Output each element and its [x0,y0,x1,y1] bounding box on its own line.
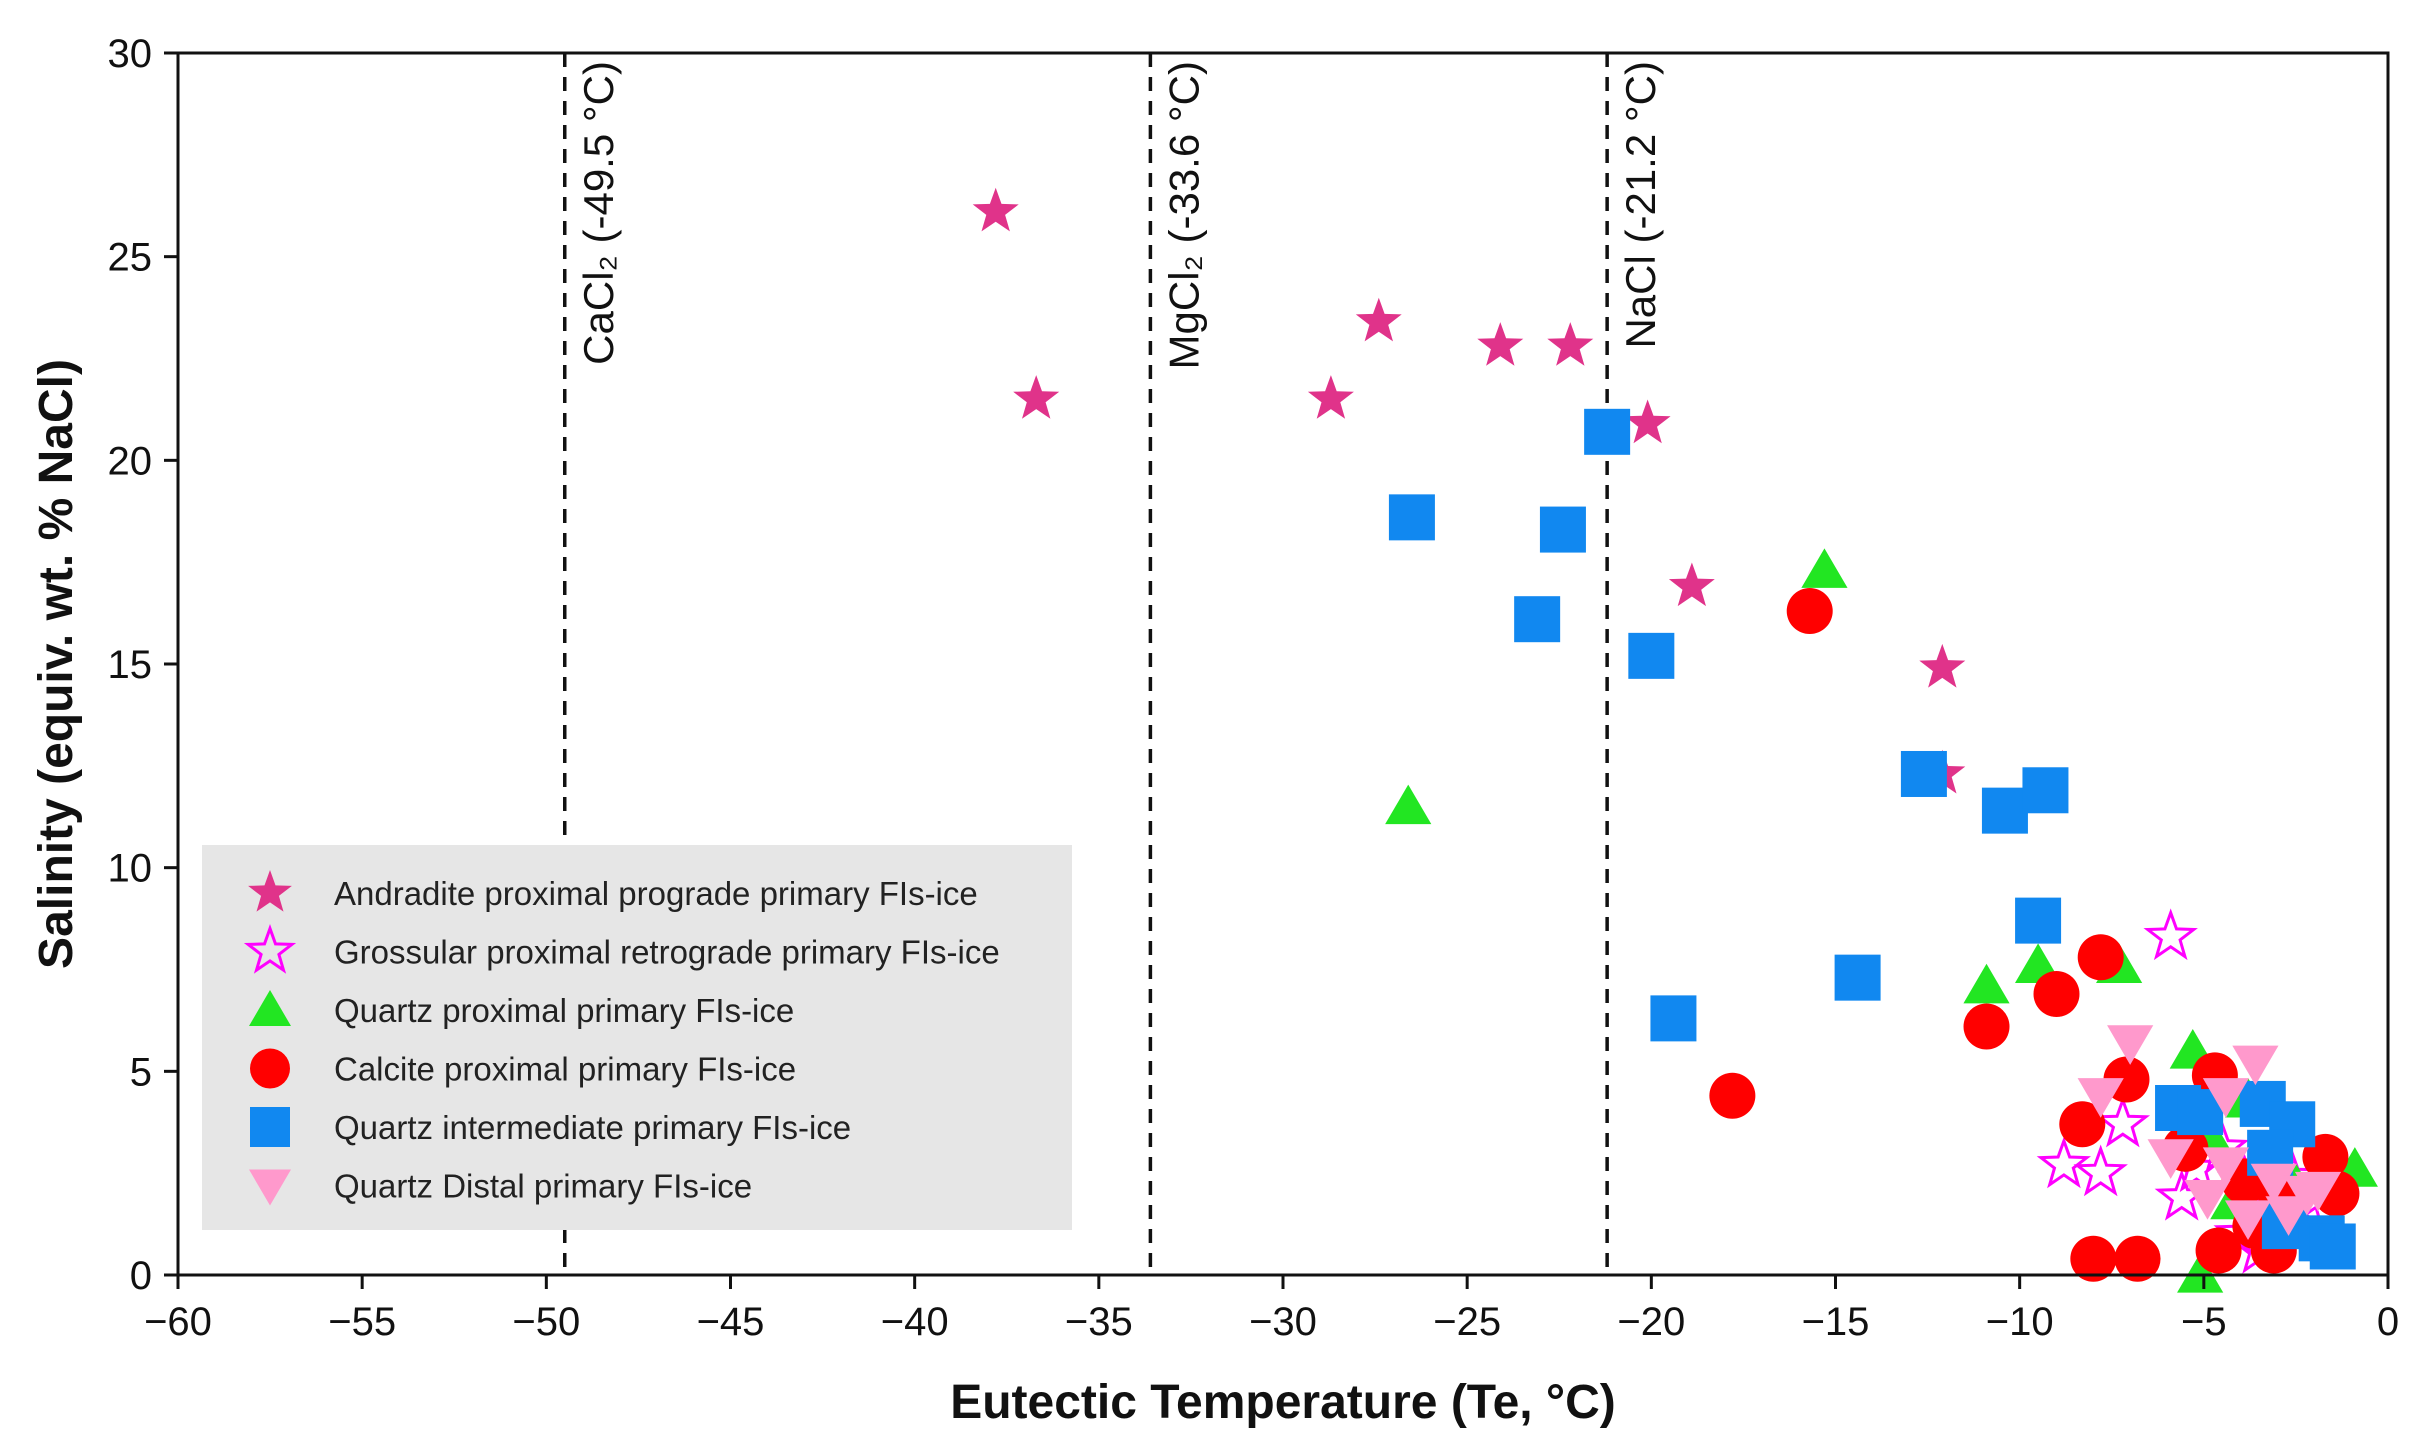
y-tick-label: 10 [108,847,153,891]
x-tick-label: −40 [881,1300,949,1344]
x-tick-label: −25 [1433,1300,1501,1344]
x-tick-label: −30 [1249,1300,1317,1344]
data-point [1981,787,2028,834]
data-point [1963,1003,2010,1050]
data-point [2184,1180,2231,1220]
data-point [1650,995,1697,1042]
data-point [1514,596,1561,643]
y-axis-title: Salinity (equiv. wt. % NaCl) [30,359,83,969]
x-axis-ticks: −60 −55 −50 −45 −40 −35 −30 −25 −20 −15 −10 −5 0 [144,1275,2399,1344]
legend-marker [249,1169,291,1206]
data-point [1013,375,1060,419]
data-point [2177,1253,2224,1293]
legend-marker [248,870,292,912]
legend-box [202,845,1072,1230]
x-tick-label: −35 [1065,1300,1133,1344]
data-point [972,187,1019,232]
legend-entry-label: Quartz intermediate primary FIs-ice [334,1109,851,1146]
legend-entry-label: Andradite proximal prograde primary FIs-… [334,875,978,912]
y-tick-label: 0 [130,1254,152,1298]
data-point [2033,970,2080,1017]
legend-marker [243,924,297,974]
data-point [2073,1144,2128,1197]
reference-line-label: CaCl₂ (-49.5 °C) [575,61,622,365]
x-tick-label: −60 [144,1300,212,1344]
data-point [1919,643,1966,688]
data-point [1547,322,1594,366]
legend-entry-label: Quartz Distal primary FIs-ice [334,1168,752,1205]
reference-labels: CaCl₂ (-49.5 °C) MgCl₂ (-33.6 °C) NaCl (-2… [575,61,1664,369]
data-point [1963,963,2010,1004]
data-point [1709,1072,1756,1119]
data-point [2147,1139,2194,1179]
legend: Andradite proximal prograde primary FIs-… [202,845,1072,1230]
data-point [1307,375,1354,419]
data-point [2202,1078,2250,1118]
data-point [1624,399,1671,444]
data-point [2265,1196,2312,1236]
data-point [1355,297,1402,342]
y-tick-label: 15 [108,643,153,687]
x-tick-label: −45 [697,1300,765,1344]
data-point [1385,784,1432,825]
data-point [2232,1045,2279,1086]
data-point [2107,1025,2154,1065]
reference-line-label: NaCl (-21.2 °C) [1617,61,1664,349]
x-tick-label: 0 [2377,1300,2399,1344]
legend-entry-label: Grossular proximal retrograde primary FI… [334,934,1000,971]
data-point [1786,588,1833,635]
legend-entry-label: Quartz proximal primary FIs-ice [334,992,794,1029]
x-tick-label: −15 [1802,1300,1870,1344]
data-point [1628,632,1675,679]
x-tick-label: −50 [512,1300,580,1344]
data-point [2095,1095,2151,1148]
y-tick-label: 20 [108,439,153,483]
y-tick-label: 25 [108,236,153,280]
data-point [2077,1078,2124,1118]
legend-marker [250,1048,290,1089]
x-tick-label: −10 [1986,1300,2054,1344]
x-tick-label: −5 [2181,1300,2227,1344]
legend-marker [249,990,291,1026]
data-point [2224,1200,2272,1240]
data-point [2077,934,2124,981]
data-point [2015,897,2062,944]
data-point [2143,908,2198,961]
data-point [2036,1136,2091,1189]
data-points [972,187,2378,1293]
x-tick-label: −20 [1617,1300,1685,1344]
data-point [1834,954,1881,1001]
data-point [1668,562,1715,607]
data-point [1584,408,1631,455]
data-point [2309,1223,2356,1270]
data-point [1900,750,1947,797]
legend-marker [250,1107,290,1147]
legend-entry-label: Calcite proximal primary FIs-ice [334,1051,796,1088]
data-point [2294,1171,2342,1212]
x-axis-title: Eutectic Temperature (Te, °C) [950,1376,1616,1429]
data-point [1388,494,1435,541]
data-point [1477,322,1524,366]
data-point [2250,1163,2297,1204]
data-point [2059,1101,2106,1148]
data-point [1801,548,1848,588]
y-tick-label: 30 [108,32,153,76]
data-point [2114,1235,2161,1282]
data-point [1539,506,1586,553]
y-axis-ticks: 0 5 10 15 20 25 30 [108,32,178,1298]
reference-line-label: MgCl₂ (-33.6 °C) [1160,61,1207,369]
data-point [2070,1235,2117,1282]
data-point [2022,767,2069,814]
data-point [2202,1147,2250,1188]
y-tick-label: 5 [130,1050,152,1094]
data-point [2195,1227,2242,1274]
x-tick-label: −55 [328,1300,396,1344]
